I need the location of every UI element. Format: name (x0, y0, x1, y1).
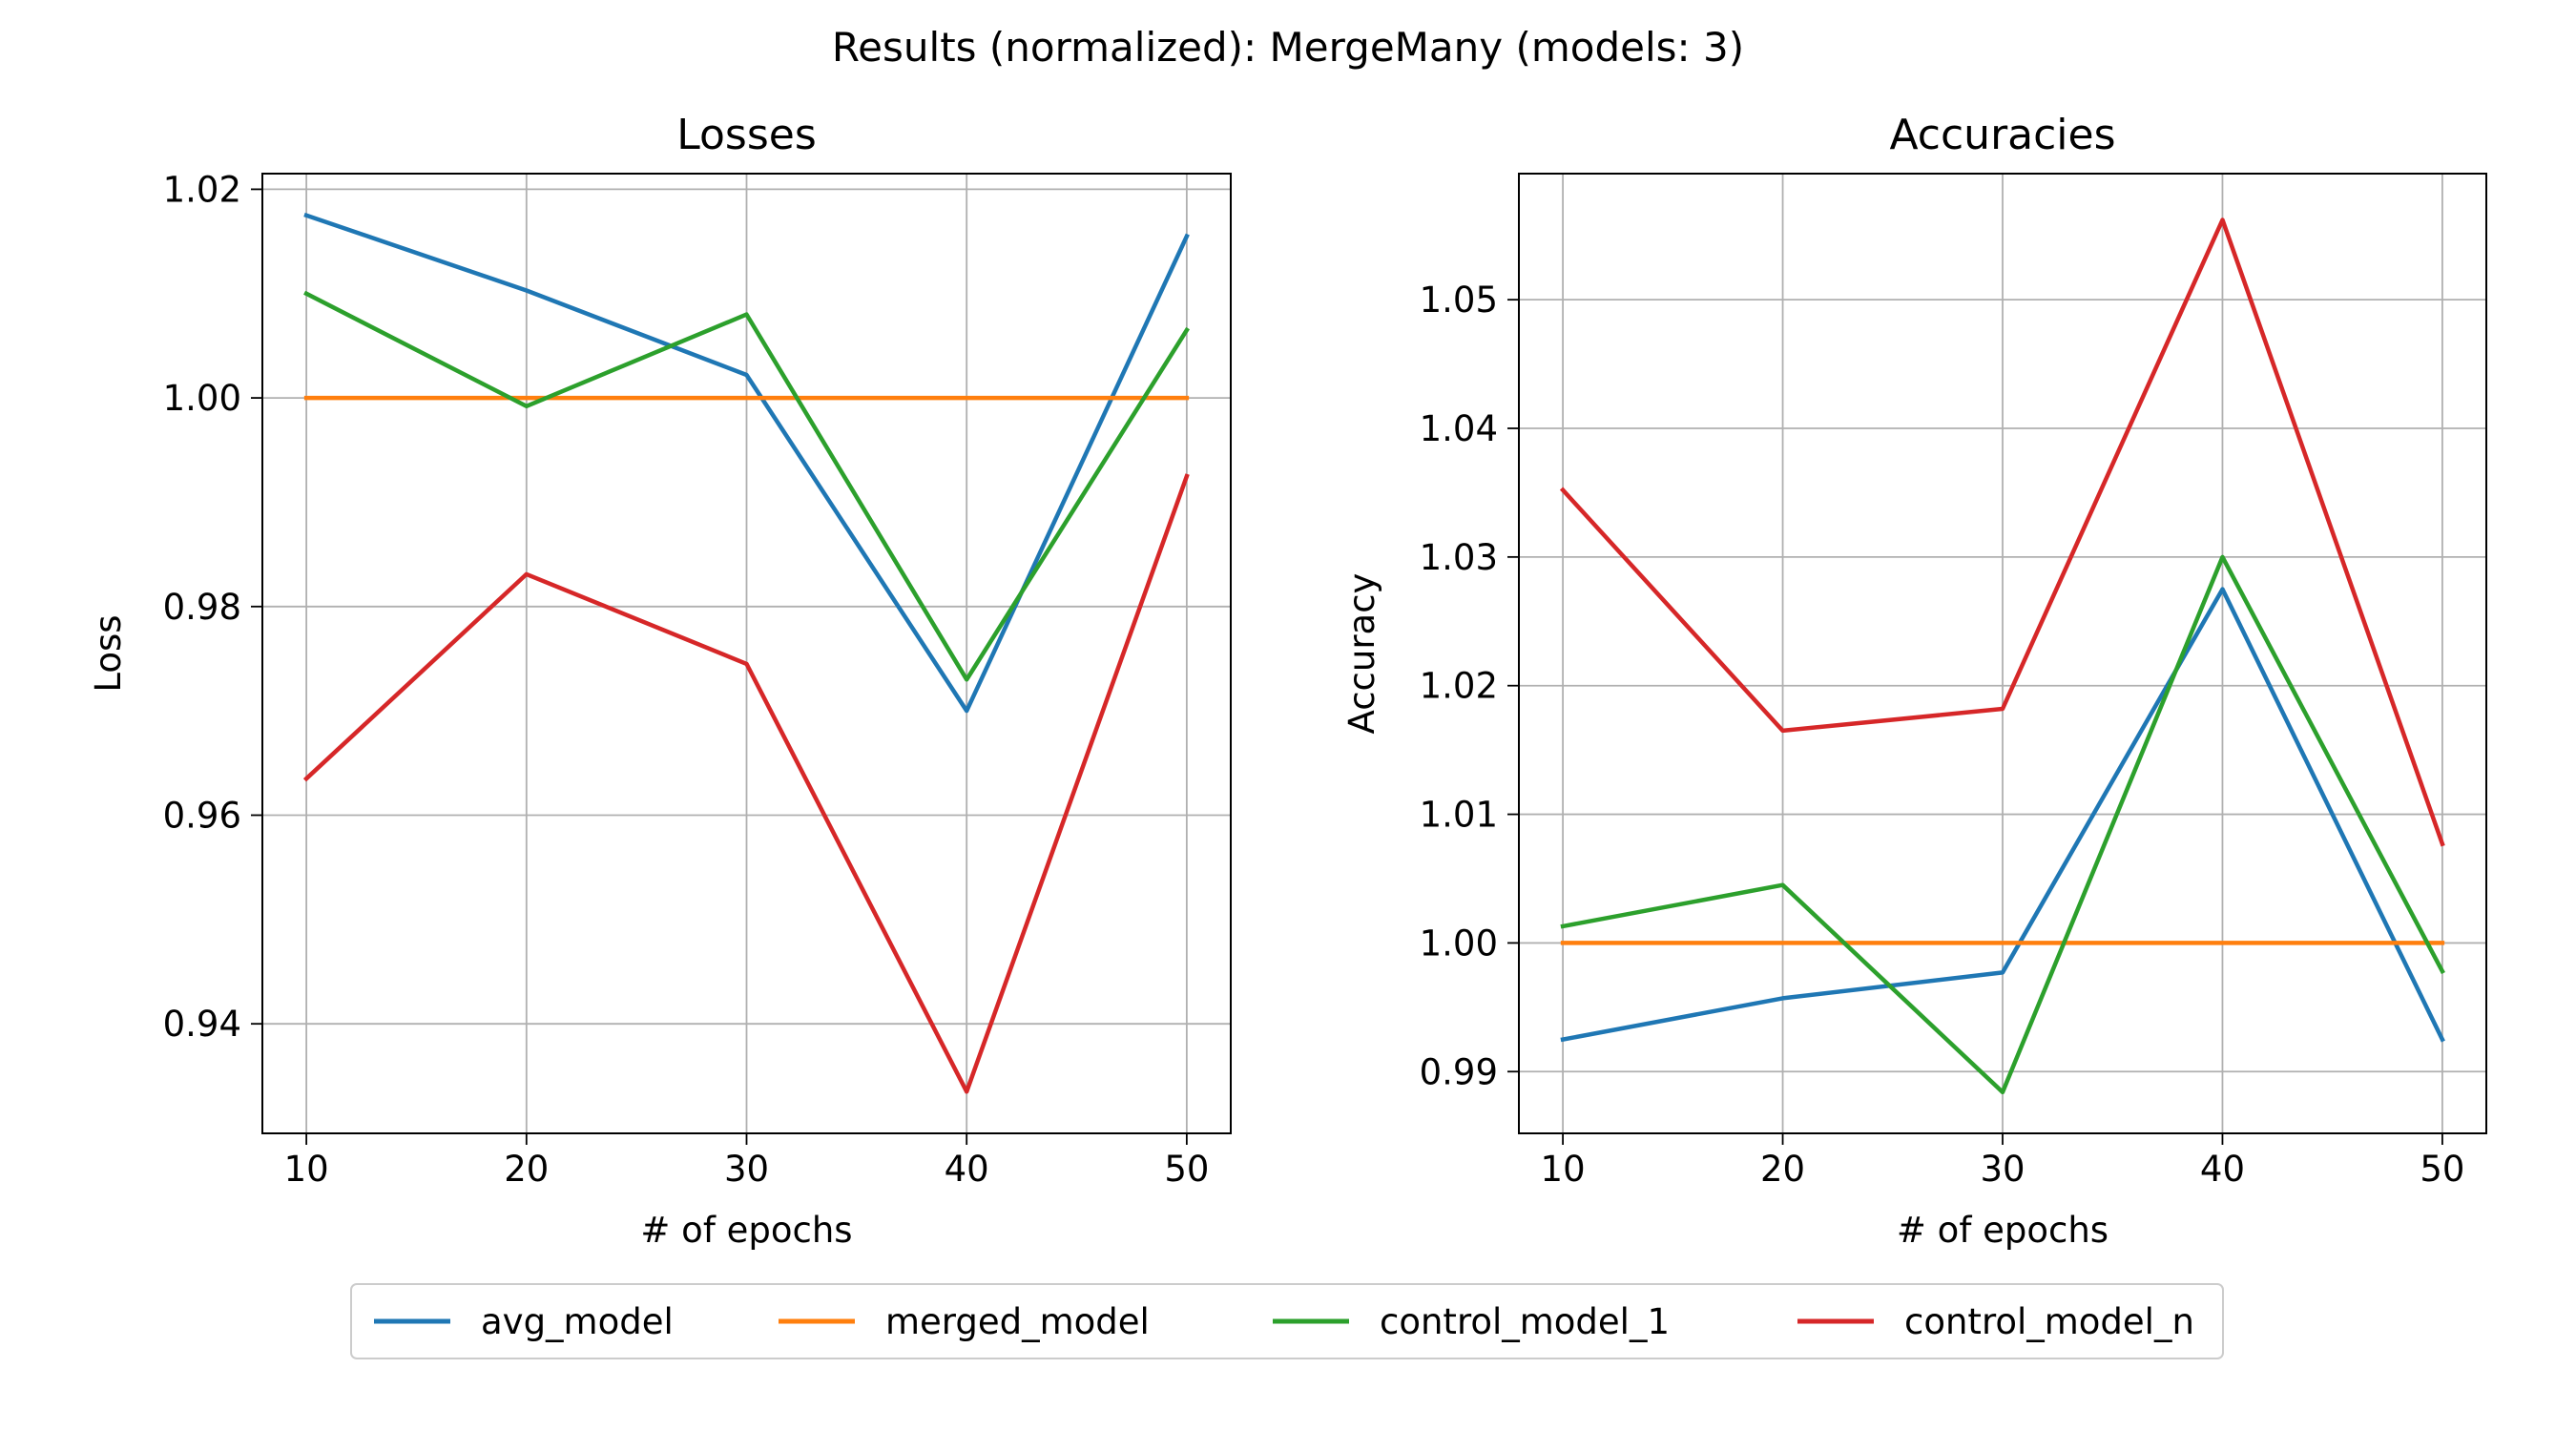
losses-axes-frame (261, 173, 1232, 1134)
accuracies-series-line-avg-model (1560, 587, 2445, 1043)
accuracies-ytick-label-1.03: 1.03 (1420, 537, 1498, 578)
losses-xtick-label-30: 30 (724, 1149, 769, 1190)
losses-ytick-label-0.98: 0.98 (163, 587, 241, 628)
accuracies-ytick-label-1.00: 1.00 (1420, 923, 1498, 964)
losses-series-line-control-model-n (302, 473, 1190, 1094)
figure-suptitle: Results (normalized): MergeMany (models:… (832, 24, 1744, 71)
losses-ytick-label-0.96: 0.96 (163, 795, 241, 836)
accuracies-series-line-control-model-1 (1560, 554, 2445, 1095)
losses-ytick-label-1.02: 1.02 (163, 169, 241, 210)
losses-xtick-label-40: 40 (945, 1149, 989, 1190)
accuracies-ytick-label-1.02: 1.02 (1420, 666, 1498, 707)
accuracies-series-line-control-model-n (1559, 218, 2445, 847)
losses-ylabel: Loss (88, 614, 129, 692)
accuracies-xtick-label-40: 40 (2200, 1149, 2245, 1190)
accuracies-xtick-label-20: 20 (1760, 1149, 1805, 1190)
legend-label-control-model-n: control_model_n (1904, 1301, 2194, 1342)
accuracies-axes-frame (1518, 173, 2487, 1134)
accuracies-ylabel: Accuracy (1341, 573, 1382, 735)
accuracies-ytick-label-1.01: 1.01 (1420, 795, 1498, 836)
legend-label-merged-model: merged_model (885, 1301, 1150, 1342)
losses-title: Losses (676, 111, 817, 159)
losses-series-line-avg-model (303, 212, 1190, 714)
losses-ytick-label-0.94: 0.94 (163, 1004, 241, 1045)
accuracies-ytick-label-0.99: 0.99 (1420, 1051, 1498, 1092)
losses-series-line-control-model-1 (303, 290, 1191, 682)
accuracies-xtick-label-30: 30 (1980, 1149, 2025, 1190)
legend-label-avg-model: avg_model (481, 1301, 674, 1342)
losses-xtick-label-50: 50 (1164, 1149, 1209, 1190)
accuracies-xtick-label-50: 50 (2420, 1149, 2464, 1190)
accuracies-title: Accuracies (1889, 111, 2115, 159)
accuracies-ytick-label-1.05: 1.05 (1420, 280, 1498, 321)
legend-label-control-model-1: control_model_1 (1380, 1301, 1670, 1342)
losses-xlabel: # of epochs (640, 1210, 852, 1251)
accuracies-xlabel: # of epochs (1897, 1210, 2109, 1251)
accuracies-ytick-label-1.04: 1.04 (1420, 408, 1498, 449)
losses-xtick-label-10: 10 (284, 1149, 329, 1190)
losses-ytick-label-1.00: 1.00 (163, 378, 241, 419)
losses-xtick-label-20: 20 (504, 1149, 549, 1190)
accuracies-xtick-label-10: 10 (1541, 1149, 1586, 1190)
